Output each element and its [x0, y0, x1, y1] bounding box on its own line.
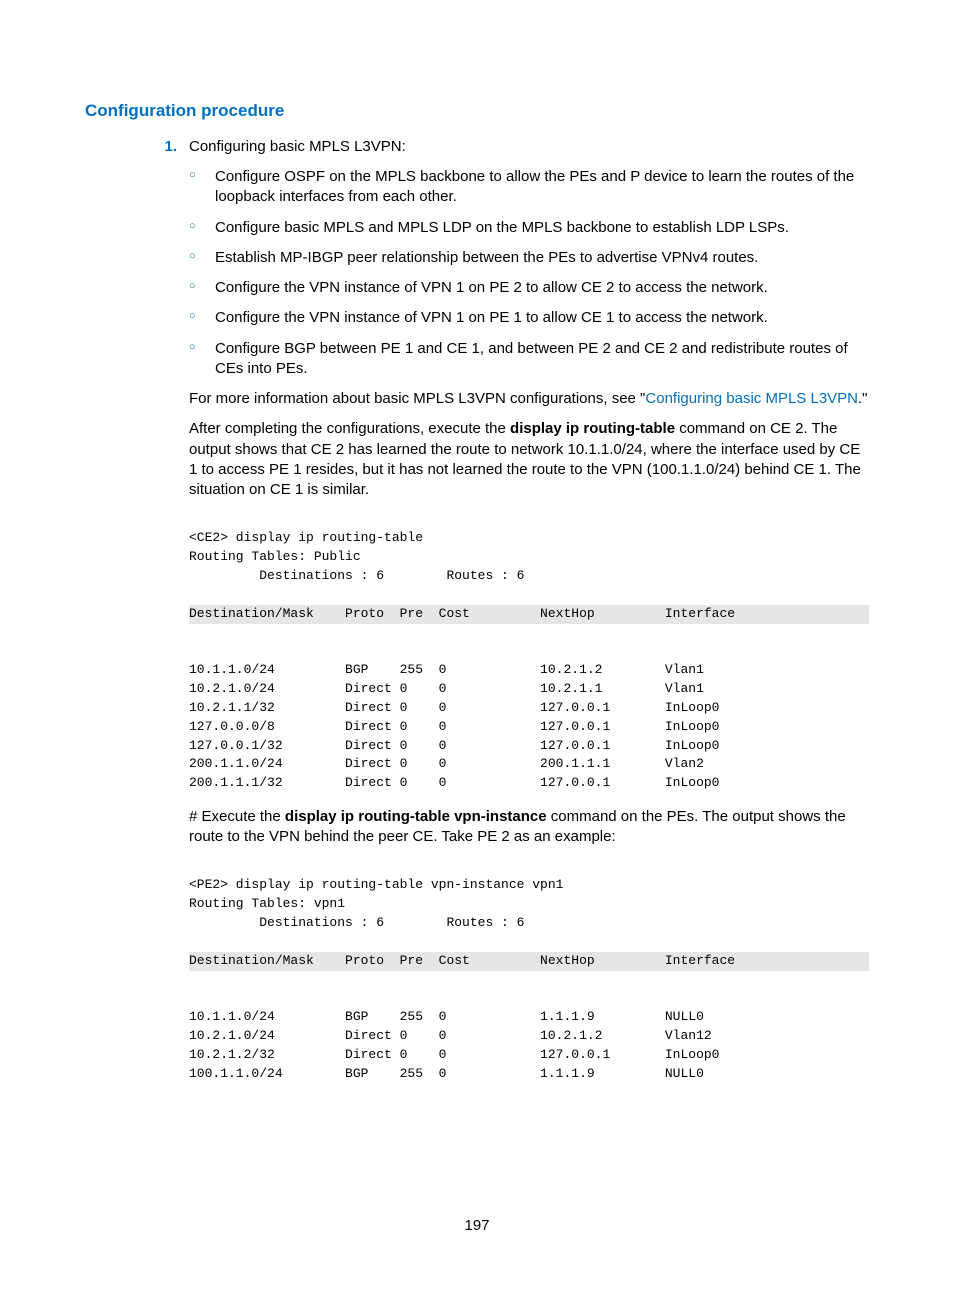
circle-bullet-icon: ○ — [189, 219, 196, 234]
cli-blank — [189, 587, 197, 602]
cli-table-header: Destination/Mask Proto Pre Cost NextHop … — [189, 952, 869, 971]
list-item-text: Configure the VPN instance of VPN 1 on P… — [215, 309, 768, 326]
para-text: # Execute the — [189, 808, 285, 825]
execute-paragraph: # Execute the display ip routing-table v… — [189, 807, 869, 848]
cli-line: Destinations : 6 Routes : 6 — [189, 568, 524, 583]
cli-blank — [189, 643, 197, 658]
circle-bullet-icon: ○ — [189, 168, 196, 183]
section-heading: Configuration procedure — [85, 100, 869, 123]
document-page: Configuration procedure 1. Configuring ba… — [0, 0, 954, 1296]
cli-line: Destinations : 6 Routes : 6 — [189, 915, 524, 930]
cross-reference-link[interactable]: Configuring basic MPLS L3VPN — [645, 390, 858, 407]
list-item-text: Establish MP-IBGP peer relationship betw… — [215, 249, 758, 266]
list-item-text: Configure BGP between PE 1 and CE 1, and… — [215, 340, 848, 377]
cli-blank — [189, 934, 197, 949]
cli-output-block-2: <PE2> display ip routing-table vpn-insta… — [189, 858, 869, 1084]
list-item: ○ Configure basic MPLS and MPLS LDP on th… — [189, 218, 869, 238]
list-item-text: Configure basic MPLS and MPLS LDP on the… — [215, 219, 789, 236]
cli-line: Routing Tables: vpn1 — [189, 896, 345, 911]
list-item: ○ Establish MP-IBGP peer relationship bet… — [189, 248, 869, 268]
cli-prompt-line: <CE2> display ip routing-table — [189, 530, 423, 545]
cli-row: 10.2.1.1/32 Direct 0 0 127.0.0.1 InLoop0 — [189, 700, 720, 715]
list-item: ○ Configure the VPN instance of VPN 1 on … — [189, 308, 869, 328]
cli-row: 127.0.0.0/8 Direct 0 0 127.0.0.1 InLoop0 — [189, 719, 720, 734]
sub-bullet-list: ○ Configure OSPF on the MPLS backbone to … — [189, 167, 869, 379]
para-text: After completing the configurations, exe… — [189, 420, 510, 437]
list-item: ○ Configure OSPF on the MPLS backbone to … — [189, 167, 869, 208]
step-number: 1. — [153, 137, 177, 157]
para-text: ." — [858, 390, 868, 407]
list-item-text: Configure OSPF on the MPLS backbone to a… — [215, 168, 854, 205]
cli-row: 200.1.1.1/32 Direct 0 0 127.0.0.1 InLoop… — [189, 775, 720, 790]
list-item: ○ Configure the VPN instance of VPN 1 on … — [189, 278, 869, 298]
ordered-step-1: 1. Configuring basic MPLS L3VPN: — [153, 137, 869, 157]
cli-row: 127.0.0.1/32 Direct 0 0 127.0.0.1 InLoop… — [189, 738, 720, 753]
cli-row: 10.1.1.0/24 BGP 255 0 1.1.1.9 NULL0 — [189, 1009, 704, 1024]
circle-bullet-icon: ○ — [189, 309, 196, 324]
command-name: display ip routing-table vpn-instance — [285, 808, 547, 825]
cli-output-block-1: <CE2> display ip routing-table Routing T… — [189, 510, 869, 793]
after-config-paragraph: After completing the configurations, exe… — [189, 419, 869, 500]
cli-blank — [189, 991, 197, 1006]
info-paragraph: For more information about basic MPLS L3… — [189, 389, 869, 409]
cli-prompt-line: <PE2> display ip routing-table vpn-insta… — [189, 877, 563, 892]
circle-bullet-icon: ○ — [189, 279, 196, 294]
cli-row: 10.2.1.0/24 Direct 0 0 10.2.1.2 Vlan12 — [189, 1028, 712, 1043]
cli-row: 10.2.1.0/24 Direct 0 0 10.2.1.1 Vlan1 — [189, 681, 704, 696]
cli-line: Routing Tables: Public — [189, 549, 361, 564]
list-item-text: Configure the VPN instance of VPN 1 on P… — [215, 279, 768, 296]
page-number: 197 — [0, 1216, 954, 1236]
cli-row: 10.2.1.2/32 Direct 0 0 127.0.0.1 InLoop0 — [189, 1047, 720, 1062]
step-text: Configuring basic MPLS L3VPN: — [189, 138, 406, 155]
para-text: For more information about basic MPLS L3… — [189, 390, 645, 407]
cli-row: 200.1.1.0/24 Direct 0 0 200.1.1.1 Vlan2 — [189, 756, 704, 771]
cli-row: 10.1.1.0/24 BGP 255 0 10.2.1.2 Vlan1 — [189, 662, 704, 677]
circle-bullet-icon: ○ — [189, 249, 196, 264]
cli-table-header: Destination/Mask Proto Pre Cost NextHop … — [189, 605, 869, 624]
command-name: display ip routing-table — [510, 420, 675, 437]
list-item: ○ Configure BGP between PE 1 and CE 1, an… — [189, 339, 869, 380]
cli-row: 100.1.1.0/24 BGP 255 0 1.1.1.9 NULL0 — [189, 1066, 704, 1081]
circle-bullet-icon: ○ — [189, 340, 196, 355]
